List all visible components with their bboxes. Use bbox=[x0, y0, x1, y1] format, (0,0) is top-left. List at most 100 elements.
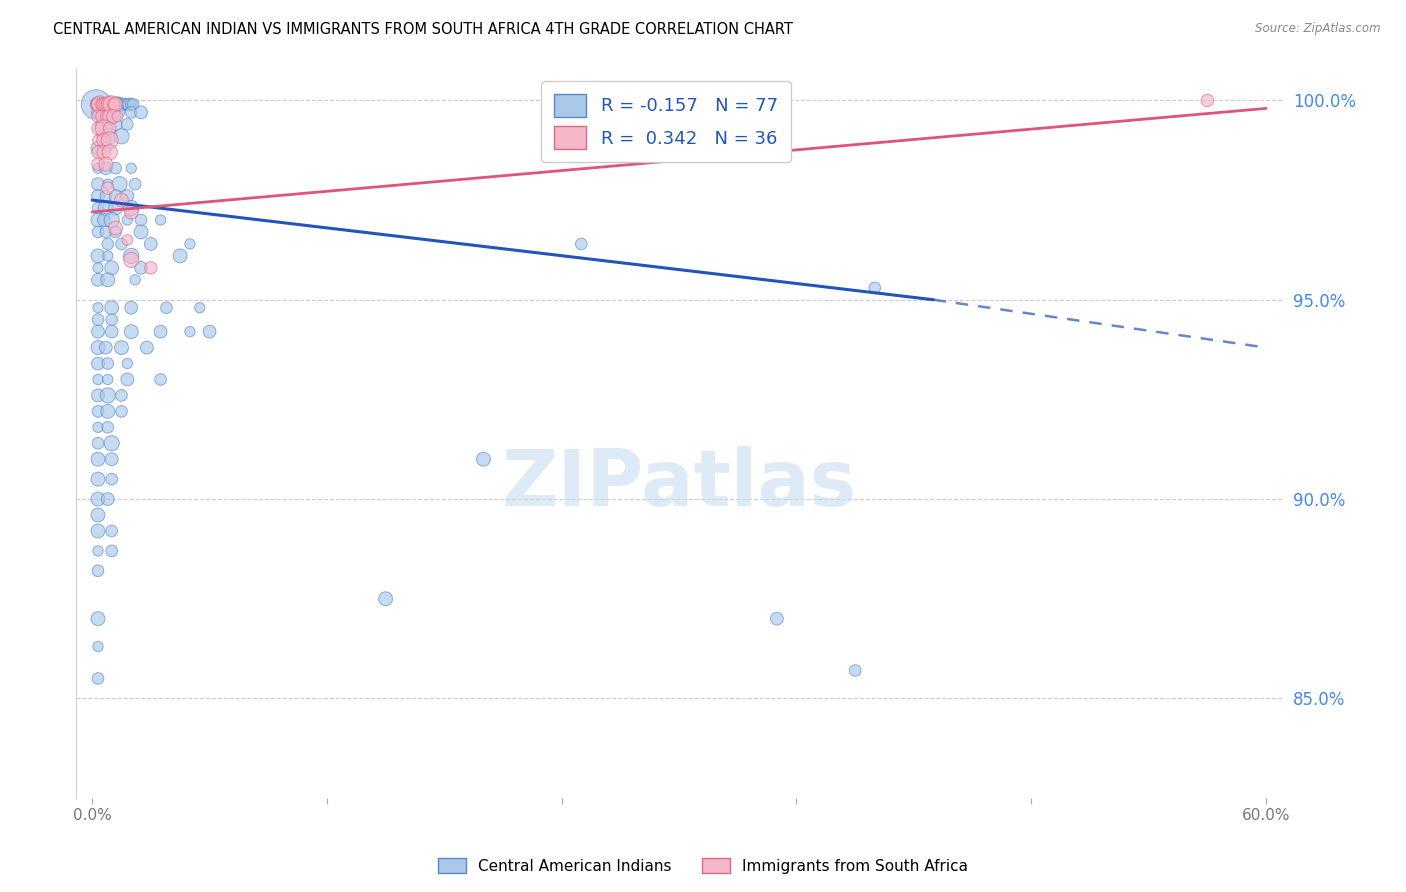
Point bbox=[169, 249, 191, 263]
Point bbox=[87, 177, 110, 191]
Point bbox=[117, 357, 139, 371]
Point bbox=[114, 97, 136, 112]
Point bbox=[112, 97, 135, 112]
Point bbox=[108, 177, 131, 191]
Point bbox=[100, 325, 122, 339]
Point bbox=[89, 97, 111, 112]
Point bbox=[94, 157, 117, 171]
Point bbox=[97, 388, 120, 402]
Point bbox=[374, 591, 396, 606]
Point bbox=[110, 236, 132, 251]
Point bbox=[844, 664, 866, 678]
Point bbox=[87, 225, 110, 239]
Point bbox=[129, 213, 152, 227]
Point bbox=[117, 189, 139, 203]
Point bbox=[110, 388, 132, 402]
Point bbox=[93, 97, 115, 112]
Point bbox=[97, 491, 120, 506]
Point bbox=[1197, 94, 1219, 108]
Point bbox=[149, 372, 172, 386]
Point bbox=[107, 97, 129, 112]
Point bbox=[120, 249, 142, 263]
Point bbox=[103, 97, 125, 112]
Point bbox=[569, 236, 592, 251]
Point bbox=[118, 97, 141, 112]
Point bbox=[90, 129, 112, 144]
Point bbox=[87, 388, 110, 402]
Point bbox=[100, 97, 122, 112]
Point bbox=[87, 672, 110, 686]
Point bbox=[110, 193, 132, 207]
Point bbox=[93, 213, 115, 227]
Point bbox=[87, 260, 110, 275]
Point bbox=[87, 312, 110, 326]
Point bbox=[100, 544, 122, 558]
Point bbox=[87, 472, 110, 486]
Point bbox=[104, 189, 127, 203]
Point bbox=[87, 161, 110, 176]
Point bbox=[87, 452, 110, 467]
Point bbox=[100, 260, 122, 275]
Point bbox=[87, 189, 110, 203]
Point bbox=[89, 97, 111, 112]
Point bbox=[87, 97, 110, 112]
Point bbox=[117, 117, 139, 131]
Point bbox=[100, 472, 122, 486]
Point bbox=[94, 97, 117, 112]
Point bbox=[87, 357, 110, 371]
Point bbox=[97, 372, 120, 386]
Point bbox=[100, 213, 122, 227]
Point bbox=[97, 181, 120, 195]
Legend: R = -0.157   N = 77, R =  0.342   N = 36: R = -0.157 N = 77, R = 0.342 N = 36 bbox=[541, 81, 790, 162]
Point bbox=[179, 325, 201, 339]
Point bbox=[97, 236, 120, 251]
Point bbox=[104, 221, 127, 235]
Point bbox=[90, 105, 112, 120]
Point bbox=[93, 133, 115, 147]
Point bbox=[472, 452, 495, 467]
Point bbox=[98, 97, 121, 112]
Point bbox=[87, 133, 110, 147]
Point bbox=[94, 97, 117, 112]
Point bbox=[103, 97, 125, 112]
Point bbox=[98, 145, 121, 160]
Point bbox=[100, 301, 122, 315]
Point bbox=[87, 273, 110, 287]
Point bbox=[129, 260, 152, 275]
Point bbox=[93, 121, 115, 136]
Point bbox=[188, 301, 211, 315]
Point bbox=[97, 273, 120, 287]
Point bbox=[104, 161, 127, 176]
Text: CENTRAL AMERICAN INDIAN VS IMMIGRANTS FROM SOUTH AFRICA 4TH GRADE CORRELATION CH: CENTRAL AMERICAN INDIAN VS IMMIGRANTS FR… bbox=[53, 22, 793, 37]
Point bbox=[104, 201, 127, 215]
Point bbox=[87, 249, 110, 263]
Point bbox=[107, 105, 129, 120]
Point bbox=[84, 97, 107, 112]
Point bbox=[766, 612, 789, 626]
Point bbox=[104, 97, 127, 112]
Point bbox=[98, 97, 121, 112]
Point bbox=[87, 109, 110, 123]
Point bbox=[87, 508, 110, 522]
Point bbox=[94, 141, 117, 155]
Point bbox=[103, 109, 125, 123]
Point bbox=[97, 97, 120, 112]
Legend: Central American Indians, Immigrants from South Africa: Central American Indians, Immigrants fro… bbox=[432, 852, 974, 880]
Point bbox=[110, 341, 132, 355]
Point bbox=[93, 145, 115, 160]
Point bbox=[100, 452, 122, 467]
Point bbox=[124, 177, 146, 191]
Point bbox=[87, 121, 110, 136]
Point bbox=[98, 129, 121, 144]
Point bbox=[104, 97, 127, 112]
Point bbox=[107, 109, 129, 123]
Point bbox=[120, 205, 142, 219]
Point bbox=[149, 213, 172, 227]
Point bbox=[97, 357, 120, 371]
Point bbox=[87, 544, 110, 558]
Point bbox=[110, 129, 132, 144]
Point bbox=[97, 249, 120, 263]
Text: Source: ZipAtlas.com: Source: ZipAtlas.com bbox=[1256, 22, 1381, 36]
Point bbox=[84, 97, 107, 112]
Point bbox=[120, 105, 142, 120]
